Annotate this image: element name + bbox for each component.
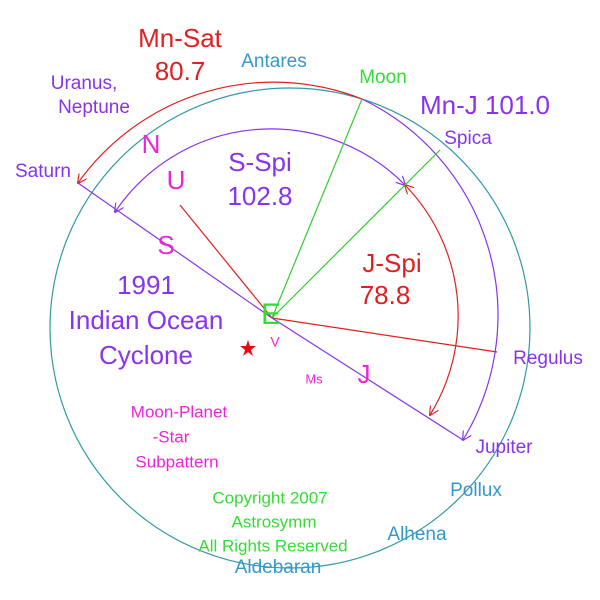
line-uranus bbox=[179, 204, 273, 319]
aspect-label: Mn-J 101.0 bbox=[420, 90, 550, 120]
body-label: Antares bbox=[241, 51, 306, 72]
body-label: Regulus bbox=[513, 348, 583, 369]
title-line: 1991 bbox=[117, 270, 175, 300]
body-label: Pollux bbox=[450, 480, 502, 501]
copyright-line: All Rights Reserved bbox=[198, 536, 347, 555]
planet-letter: J bbox=[358, 359, 371, 389]
subpattern-line: Moon-Planet bbox=[131, 402, 228, 421]
line-spica bbox=[271, 149, 441, 319]
title-line: Cyclone bbox=[99, 340, 193, 370]
subpattern-line: Subpattern bbox=[135, 452, 218, 471]
body-label: Saturn bbox=[15, 161, 71, 182]
aspect-value: 102.8 bbox=[227, 181, 292, 211]
aspect-value: 80.7 bbox=[155, 56, 206, 86]
body-label: Uranus, bbox=[51, 73, 118, 94]
body-label: Spica bbox=[444, 128, 492, 149]
copyright-line: Astrosymm bbox=[232, 512, 317, 531]
planet-letter: S bbox=[157, 230, 174, 260]
mn-sat-arc bbox=[78, 81, 363, 183]
body-label: Neptune bbox=[58, 97, 130, 118]
center-label: E bbox=[261, 298, 281, 331]
subpattern-line: -Star bbox=[153, 427, 190, 446]
body-label: Jupiter bbox=[475, 437, 533, 458]
mn-j-arc bbox=[361, 98, 499, 440]
planet-letter: N bbox=[142, 129, 161, 159]
body-label: Alhena bbox=[387, 524, 447, 545]
body-label: Aldebaran bbox=[235, 557, 322, 578]
line-jupiter bbox=[271, 317, 464, 441]
star-icon bbox=[240, 340, 256, 356]
ms-label: Ms bbox=[305, 371, 323, 386]
title-line: Indian Ocean bbox=[69, 305, 224, 335]
star-label: V bbox=[270, 334, 280, 350]
shapes bbox=[49, 81, 531, 569]
aspect-name: S-Spi bbox=[228, 147, 292, 177]
line-regulus bbox=[271, 317, 498, 353]
j-spi-arc bbox=[405, 185, 459, 415]
body-label: Moon bbox=[359, 67, 407, 88]
line-moon bbox=[271, 98, 363, 319]
copyright-line: Copyright 2007 bbox=[212, 488, 327, 507]
aspect-name: Mn-Sat bbox=[138, 23, 223, 53]
line-saturn bbox=[77, 182, 273, 319]
aspect-name: J-Spi bbox=[362, 248, 421, 278]
planet-letter: U bbox=[167, 165, 186, 195]
outer-circle bbox=[49, 87, 531, 569]
s-spi-arc bbox=[115, 128, 405, 212]
aspect-value: 78.8 bbox=[360, 280, 411, 310]
